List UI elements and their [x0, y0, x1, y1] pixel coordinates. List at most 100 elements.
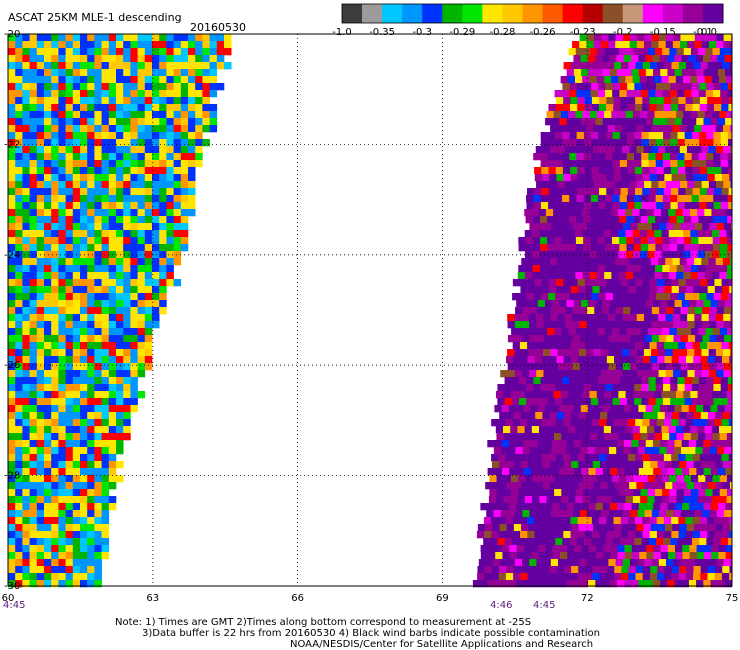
heatmap-cell	[622, 321, 631, 329]
heatmap-cell	[159, 181, 167, 189]
heatmap-cell	[72, 104, 81, 112]
heatmap-cell	[51, 419, 59, 427]
heatmap-cell	[575, 272, 583, 280]
heatmap-cell	[543, 335, 552, 343]
heatmap-cell	[713, 153, 721, 161]
heatmap-cell	[531, 552, 539, 560]
heatmap-cell	[643, 461, 651, 469]
heatmap-cell	[658, 559, 667, 567]
heatmap-cell	[620, 454, 629, 462]
heatmap-cell	[676, 496, 684, 504]
heatmap-cell	[592, 461, 601, 469]
heatmap-cell	[173, 76, 182, 84]
heatmap-cell	[116, 461, 124, 469]
heatmap-cell	[36, 363, 45, 371]
heatmap-cell	[647, 230, 655, 238]
heatmap-cell	[522, 363, 530, 371]
heatmap-cell	[506, 461, 514, 469]
heatmap-cell	[633, 489, 641, 497]
heatmap-cell	[698, 265, 706, 273]
heatmap-cell	[224, 41, 232, 49]
heatmap-cell	[632, 209, 640, 217]
heatmap-cell	[166, 153, 174, 161]
heatmap-cell	[547, 328, 555, 336]
heatmap-cell	[614, 258, 623, 266]
heatmap-cell	[87, 461, 95, 469]
heatmap-cell	[94, 559, 102, 567]
heatmap-cell	[625, 272, 634, 280]
heatmap-cell	[65, 265, 74, 273]
heatmap-cell	[634, 132, 642, 140]
heatmap-cell	[44, 139, 52, 147]
heatmap-cell	[639, 76, 648, 84]
heatmap-cell	[65, 244, 74, 252]
heatmap-cell	[159, 34, 167, 42]
heatmap-cell	[144, 216, 153, 224]
heatmap-cell	[87, 398, 95, 406]
heatmap-cell	[51, 293, 59, 301]
heatmap-cell	[602, 468, 611, 476]
heatmap-cell	[512, 531, 521, 539]
heatmap-cell	[507, 335, 516, 343]
heatmap-cell	[542, 146, 551, 154]
heatmap-cell	[676, 90, 685, 98]
heatmap-cell	[94, 188, 102, 196]
heatmap-cell	[144, 209, 153, 217]
heatmap-cell	[144, 237, 153, 245]
heatmap-cell	[159, 244, 167, 252]
heatmap-cell	[8, 335, 16, 343]
heatmap-cell	[130, 41, 138, 49]
heatmap-cell	[609, 55, 617, 63]
heatmap-cell	[22, 209, 30, 217]
heatmap-cell	[545, 503, 553, 511]
heatmap-cell	[195, 34, 203, 42]
heatmap-cell	[216, 55, 225, 63]
heatmap-cell	[130, 118, 138, 126]
heatmap-cell	[572, 223, 581, 231]
heatmap-cell	[36, 272, 45, 280]
heatmap-cell	[29, 321, 38, 329]
heatmap-cell	[29, 517, 38, 525]
heatmap-cell	[579, 181, 587, 189]
heatmap-cell	[604, 272, 612, 280]
heatmap-cell	[686, 146, 695, 154]
heatmap-cell	[704, 496, 713, 504]
heatmap-cell	[159, 83, 167, 91]
heatmap-cell	[684, 160, 693, 168]
heatmap-cell	[682, 209, 691, 217]
heatmap-cell	[87, 181, 95, 189]
heatmap-cell	[557, 125, 565, 133]
heatmap-cell	[87, 237, 95, 245]
heatmap-cell	[80, 566, 88, 574]
heatmap-cell	[130, 188, 138, 196]
heatmap-cell	[51, 503, 59, 511]
heatmap-cell	[596, 272, 605, 280]
colorbar-segment	[582, 4, 604, 23]
heatmap-cell	[202, 83, 210, 91]
heatmap-cell	[678, 62, 687, 70]
heatmap-cell	[626, 475, 634, 483]
heatmap-cell	[702, 34, 710, 42]
heatmap-cell	[527, 573, 536, 581]
heatmap-cell	[700, 461, 709, 469]
heatmap-cell	[44, 62, 52, 70]
heatmap-cell	[727, 216, 732, 224]
heatmap-cell	[713, 377, 721, 385]
heatmap-cell	[598, 377, 606, 385]
heatmap-cell	[541, 167, 549, 175]
heatmap-cell	[577, 517, 586, 525]
heatmap-cell	[593, 258, 601, 266]
heatmap-cell	[643, 125, 652, 133]
heatmap-cell	[691, 153, 700, 161]
heatmap-cell	[633, 265, 641, 273]
heatmap-cell	[29, 251, 38, 259]
heatmap-cell	[707, 62, 716, 70]
heatmap-cell	[552, 503, 560, 511]
heatmap-cell	[15, 216, 23, 224]
heatmap-cell	[556, 412, 565, 420]
heatmap-cell	[152, 202, 160, 210]
heatmap-cell	[707, 286, 716, 294]
heatmap-cell	[704, 209, 712, 217]
heatmap-cell	[94, 251, 102, 259]
heatmap-cell	[116, 83, 124, 91]
